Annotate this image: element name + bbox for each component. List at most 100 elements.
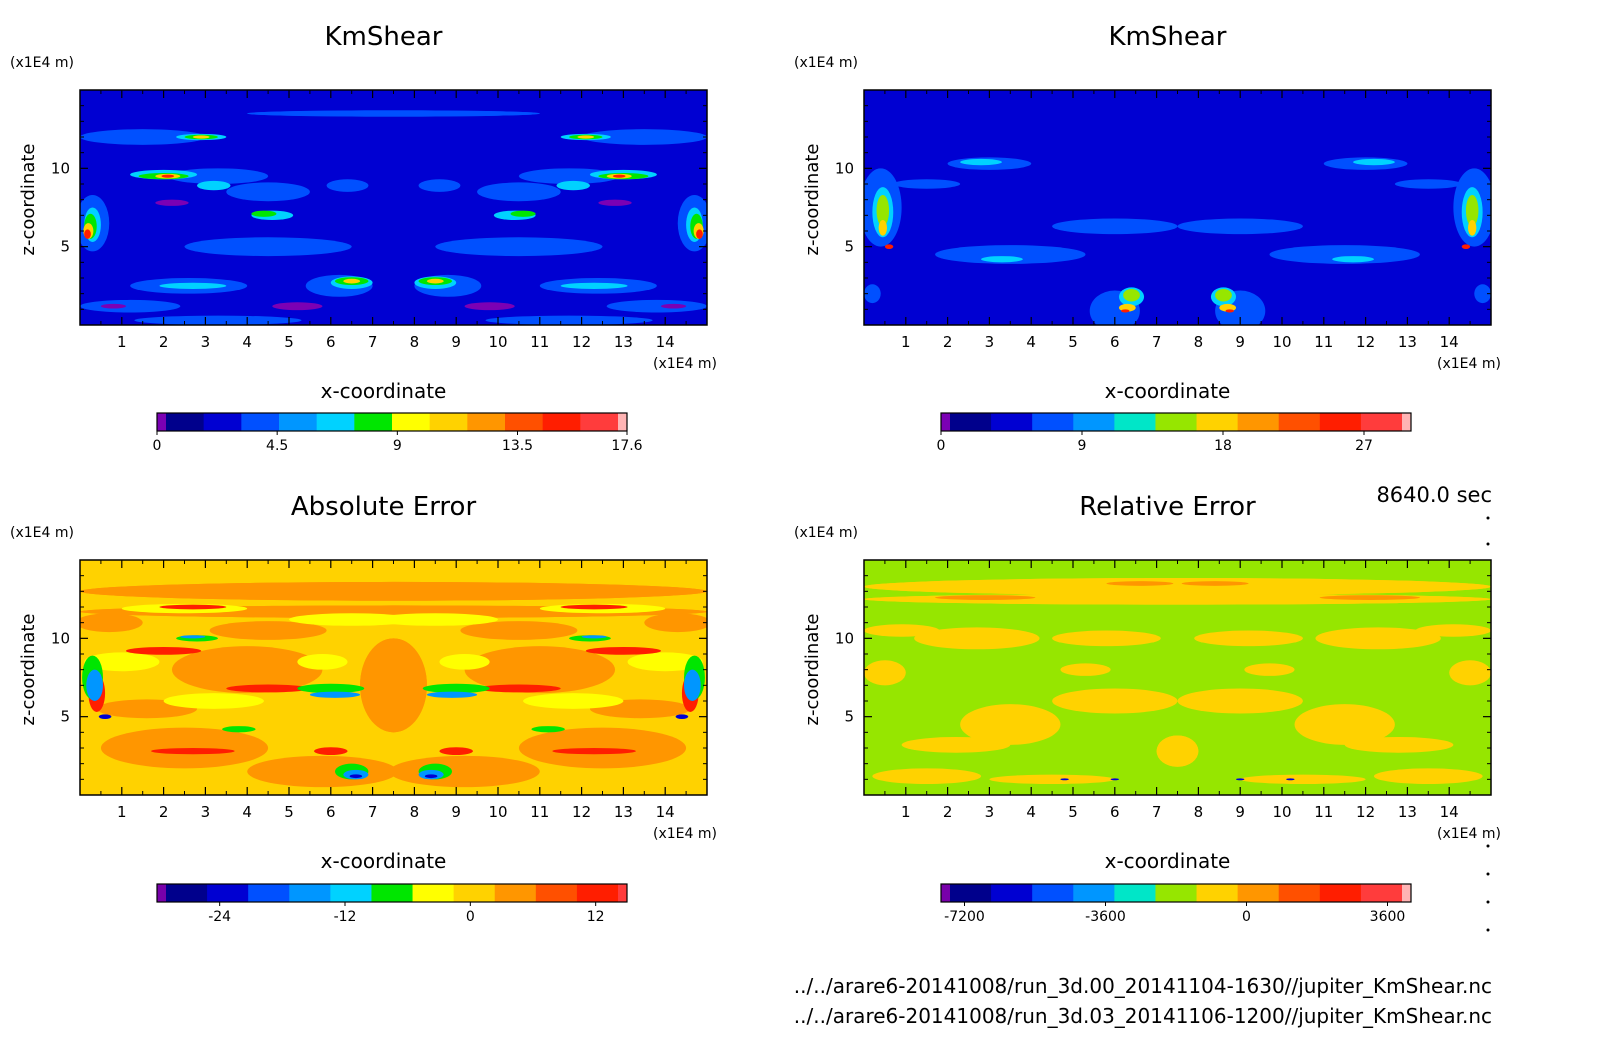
x-tick-label: 6 bbox=[1110, 803, 1120, 821]
x-axis-label: x-coordinate bbox=[1105, 849, 1231, 873]
colorbar-label: 3600 bbox=[1370, 909, 1406, 925]
colorbar-swatch bbox=[429, 413, 468, 431]
x-axis-label: x-coordinate bbox=[321, 379, 447, 403]
contour-region bbox=[556, 180, 590, 191]
contour-region bbox=[167, 168, 269, 185]
x-tick-label: 13 bbox=[614, 333, 633, 351]
contour-region bbox=[343, 278, 361, 284]
contour-region bbox=[981, 256, 1023, 263]
z-tick-label: 5 bbox=[844, 238, 854, 256]
contour-region bbox=[1449, 660, 1491, 686]
contour-region bbox=[1294, 704, 1395, 745]
colorbar-swatch bbox=[941, 413, 951, 431]
z-unit-label: (x1E4 m) bbox=[10, 525, 74, 541]
contour-region bbox=[477, 182, 561, 202]
x-tick-label: 12 bbox=[572, 803, 591, 821]
x-tick-label: 8 bbox=[1194, 803, 1204, 821]
contour-region bbox=[1194, 630, 1303, 647]
x-tick-label: 5 bbox=[1068, 803, 1078, 821]
colorbar-swatch bbox=[241, 413, 280, 431]
z-tick-label: 10 bbox=[51, 159, 70, 177]
margin-dot bbox=[1486, 516, 1490, 520]
contour-region bbox=[935, 245, 1086, 264]
contour-region bbox=[134, 315, 302, 325]
colorbar-swatch bbox=[580, 413, 619, 431]
x-tick-label: 3 bbox=[201, 803, 211, 821]
contour-region bbox=[184, 237, 352, 257]
contour-region bbox=[151, 748, 235, 755]
contour-region bbox=[251, 210, 277, 217]
colorbar-swatch bbox=[1114, 413, 1156, 431]
colorbar-swatch bbox=[576, 884, 619, 902]
colorbar-swatch bbox=[1319, 413, 1362, 431]
contour-region bbox=[98, 714, 112, 720]
colorbar: -24 -12 0 12 bbox=[156, 883, 628, 925]
contour-region bbox=[1332, 256, 1374, 263]
colorbar-label: 27 bbox=[1355, 438, 1373, 454]
file-path-1: ../../arare6-20141008/run_3d.00_20141104… bbox=[793, 974, 1492, 998]
contour-region bbox=[1344, 737, 1454, 753]
contour-region bbox=[1052, 218, 1178, 235]
contour-region bbox=[297, 683, 365, 694]
contour-region bbox=[1353, 158, 1395, 166]
contour-region bbox=[372, 613, 498, 626]
contour-region bbox=[914, 627, 1040, 650]
x-tick-label: 13 bbox=[614, 803, 633, 821]
x-tick-label: 14 bbox=[1440, 333, 1459, 351]
x-tick-label: 1 bbox=[901, 803, 911, 821]
x-tick-label: 2 bbox=[943, 803, 953, 821]
colorbar-frame bbox=[940, 412, 1412, 432]
colorbar-swatch bbox=[467, 413, 506, 431]
x-tick-label: 4 bbox=[1026, 803, 1036, 821]
margin-dot bbox=[1486, 928, 1490, 932]
contour-region bbox=[80, 129, 206, 145]
contour-region bbox=[309, 691, 361, 698]
x-tick-label: 9 bbox=[451, 803, 461, 821]
contour-region bbox=[464, 646, 616, 694]
colorbar-label: 13.5 bbox=[502, 438, 533, 454]
contour-region bbox=[464, 302, 515, 311]
contour-region bbox=[872, 768, 982, 785]
colorbar-swatch bbox=[412, 884, 455, 902]
colorbar-swatch bbox=[316, 413, 355, 431]
colorbar-swatch bbox=[1155, 413, 1198, 431]
colorbar-swatch bbox=[157, 884, 167, 902]
contour-region bbox=[901, 737, 1011, 753]
x-tick-label: 2 bbox=[943, 333, 953, 351]
contour-region bbox=[155, 199, 189, 206]
colorbar-swatch bbox=[505, 413, 544, 431]
contour-region bbox=[1060, 778, 1069, 781]
contour-region bbox=[518, 168, 620, 185]
colorbar-swatch bbox=[950, 413, 992, 431]
contour-region bbox=[627, 652, 703, 672]
contour-region bbox=[989, 774, 1115, 785]
colorbar-swatch bbox=[1073, 884, 1115, 902]
contour-region bbox=[1052, 630, 1161, 647]
field-background bbox=[864, 90, 1491, 325]
time-label: 8640.0 sec bbox=[1376, 483, 1492, 507]
colorbar-swatch bbox=[453, 884, 496, 902]
contour-region bbox=[1468, 220, 1477, 236]
colorbar-swatch bbox=[1237, 884, 1280, 902]
contour-region bbox=[1240, 774, 1366, 785]
contour-region bbox=[360, 638, 427, 733]
colorbar-swatch bbox=[1196, 413, 1239, 431]
contour-region bbox=[326, 179, 369, 192]
contour-region bbox=[1060, 663, 1111, 676]
heatmap-field bbox=[80, 90, 707, 325]
colorbar-swatch bbox=[1237, 413, 1280, 431]
contour-region bbox=[485, 315, 653, 325]
x-tick-label: 13 bbox=[1398, 803, 1417, 821]
contour-region bbox=[180, 635, 206, 639]
contour-region bbox=[477, 684, 561, 693]
colorbar-label: -7200 bbox=[944, 909, 985, 925]
contour-region bbox=[876, 194, 890, 227]
colorbar-swatch bbox=[542, 413, 581, 431]
x-tick-label: 1 bbox=[117, 803, 127, 821]
x-tick-label: 11 bbox=[1314, 333, 1333, 351]
colorbar-swatch bbox=[166, 413, 205, 431]
contour-region bbox=[1465, 194, 1479, 227]
x-unit-label: (x1E4 m) bbox=[1437, 826, 1501, 842]
